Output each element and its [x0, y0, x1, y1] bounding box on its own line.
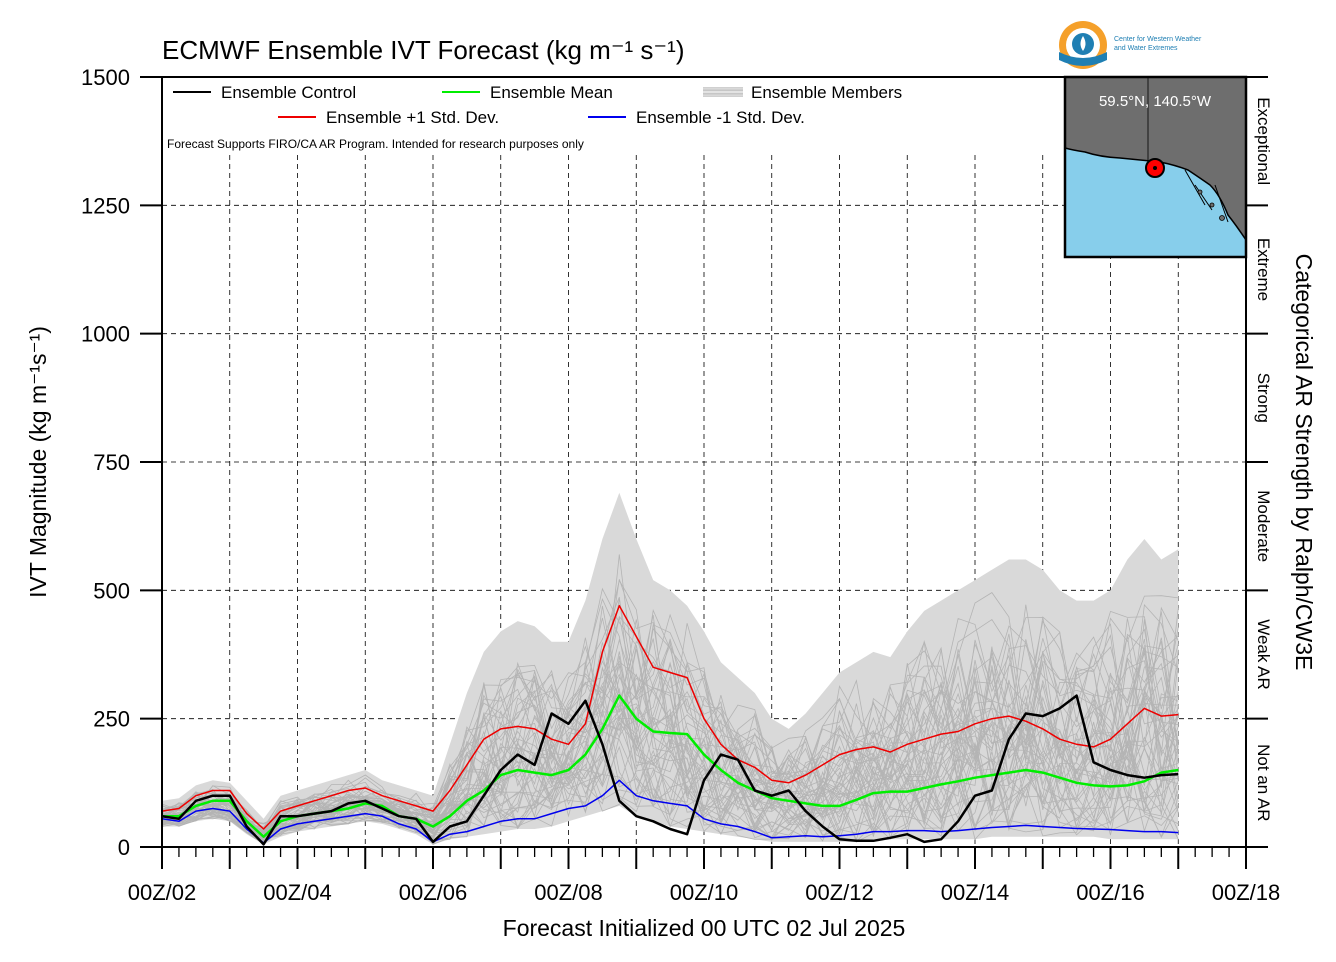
- legend-label: Ensemble Members: [751, 83, 902, 102]
- member-line: [162, 647, 1179, 831]
- legend-label: Ensemble -1 Std. Dev.: [636, 108, 805, 127]
- legend-label: Ensemble Mean: [490, 83, 613, 102]
- x-tick-label: 00Z/08: [534, 880, 603, 905]
- y-tick-label: 750: [93, 450, 130, 475]
- x-tick-label: 00Z/10: [670, 880, 739, 905]
- x-tick-label: 00Z/18: [1212, 880, 1281, 905]
- x-tick-label: 00Z/12: [805, 880, 874, 905]
- member-line: [162, 579, 1179, 831]
- member-line: [162, 598, 1179, 830]
- inset-map: 59.5°N, 140.5°W: [1063, 75, 1248, 259]
- y-axis: 0 250 500 750 1000 1250 1500: [81, 65, 162, 860]
- members-band: [162, 492, 1179, 845]
- y-axis-label: IVT Magnitude (kg m⁻¹s⁻¹): [25, 326, 51, 598]
- category-label: Extreme: [1254, 238, 1273, 301]
- category-label: Exceptional: [1254, 97, 1273, 185]
- x-tick-label: 00Z/02: [128, 880, 197, 905]
- series-lines: [162, 604, 1179, 846]
- disclaimer-note: Forecast Supports FIRO/CA AR Program. In…: [167, 137, 584, 151]
- logo-text-line1: Center for Western Weather: [1114, 36, 1202, 43]
- member-line: [162, 695, 1179, 843]
- member-line: [162, 598, 1179, 836]
- member-line: [162, 733, 1179, 842]
- y-tick-label: 500: [93, 578, 130, 603]
- member-line: [162, 615, 1179, 838]
- member-line: [162, 579, 1179, 834]
- member-line: [162, 712, 1179, 837]
- series-ensemble-1-std-dev-: [162, 779, 1179, 844]
- member-line: [162, 554, 1179, 831]
- member-line: [162, 606, 1179, 824]
- y-tick-label: 1000: [81, 322, 130, 347]
- logo-text-line2: and Water Extremes: [1114, 45, 1178, 52]
- series-ensemble-1-std-dev-: [162, 604, 1179, 830]
- x-tick-label: 00Z/14: [941, 880, 1010, 905]
- member-line: [162, 720, 1179, 843]
- x-tick-label: 00Z/06: [399, 880, 468, 905]
- right-axis-label: Categorical AR Strength by Ralph/CW3E: [1291, 254, 1317, 671]
- category-axis: Not an AR Weak AR Moderate Strong Extreme Exc…: [1246, 76, 1273, 848]
- x-axis-label: Forecast Initialized 00 UTC 02 Jul 2025: [503, 915, 906, 941]
- legend-label: Ensemble +1 Std. Dev.: [326, 108, 499, 127]
- y-tick-label: 1500: [81, 65, 130, 90]
- legend-label: Ensemble Control: [221, 83, 356, 102]
- location-marker-dot: [1153, 166, 1157, 170]
- category-label: Not an AR: [1254, 744, 1273, 822]
- members-envelope: [162, 492, 1179, 845]
- category-label: Strong: [1254, 373, 1273, 423]
- x-axis: 00Z/02 00Z/04 00Z/06 00Z/08 00Z/10 00Z/12 00Z/…: [128, 847, 1281, 905]
- y-tick-label: 1250: [81, 193, 130, 218]
- legend: Ensemble Control Ensemble Mean Ensemble Me…: [173, 83, 902, 127]
- category-label: Moderate: [1254, 490, 1273, 562]
- member-line: [162, 619, 1179, 833]
- member-line: [162, 706, 1179, 845]
- chart-title: ECMWF Ensemble IVT Forecast (kg m⁻¹ s⁻¹): [162, 35, 684, 65]
- series-ensemble-control: [162, 694, 1179, 846]
- member-line: [162, 660, 1179, 842]
- member-line: [162, 618, 1179, 825]
- x-tick-label: 00Z/16: [1076, 880, 1145, 905]
- category-label: Weak AR: [1254, 619, 1273, 690]
- y-tick-label: 250: [93, 707, 130, 732]
- cw3e-logo: Center for Western Weather and Water Ext…: [1059, 21, 1202, 69]
- member-line: [162, 673, 1179, 838]
- map-location-label: 59.5°N, 140.5°W: [1099, 93, 1212, 110]
- y-tick-label: 0: [118, 835, 130, 860]
- x-tick-label: 00Z/04: [263, 880, 332, 905]
- member-line: [162, 656, 1179, 841]
- ensemble-members: [162, 554, 1179, 846]
